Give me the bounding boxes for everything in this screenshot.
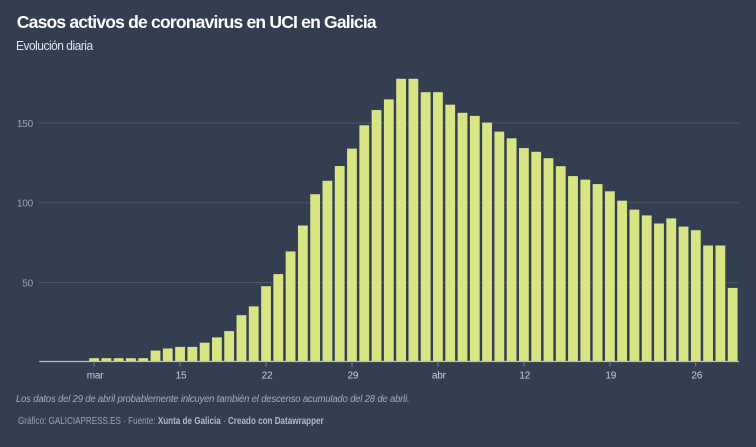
svg-text:100: 100	[17, 199, 34, 210]
svg-text:150: 150	[17, 119, 34, 130]
svg-text:50: 50	[22, 278, 33, 289]
svg-text:12: 12	[519, 370, 530, 381]
svg-text:mar: mar	[87, 370, 104, 381]
svg-text:29: 29	[348, 370, 359, 381]
svg-text:abr: abr	[432, 370, 447, 381]
svg-text:15: 15	[176, 370, 187, 381]
svg-text:22: 22	[262, 370, 273, 381]
svg-text:19: 19	[605, 370, 616, 381]
svg-text:26: 26	[691, 370, 702, 381]
